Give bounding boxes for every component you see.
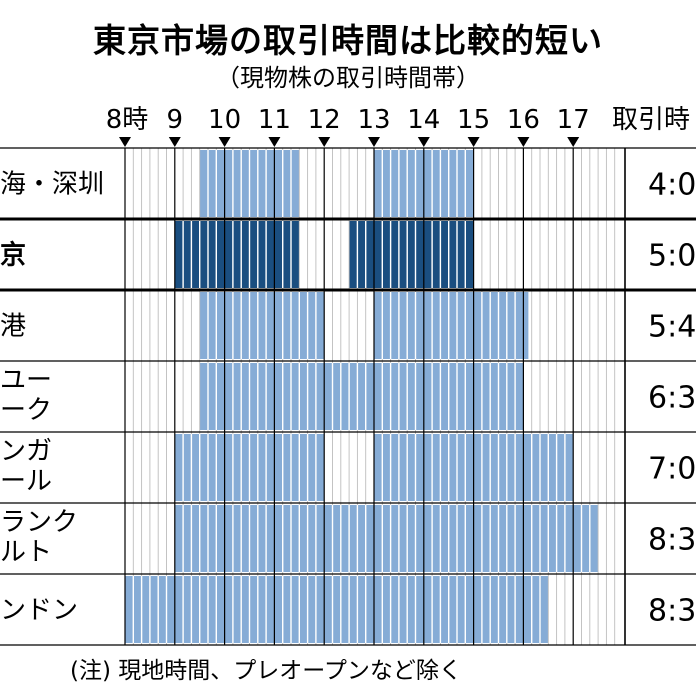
session-bar-6-0	[125, 576, 549, 643]
x-tick-label: 8時	[106, 105, 149, 135]
duration-value: 8:3	[648, 594, 696, 629]
duration-value: 7:0	[648, 452, 696, 487]
chart-title: 東京市場の取引時間は比較的短い	[93, 21, 603, 60]
duration-header: 取引時	[612, 105, 690, 135]
session-bar-1-0	[174, 221, 300, 288]
session-bar-2-0	[199, 292, 325, 359]
market-label: 海・深圳	[0, 170, 104, 200]
x-tick-label: 13	[357, 105, 390, 135]
duration-value: 4:0	[648, 168, 696, 203]
chart-subtitle: （現物株の取引時間帯）	[216, 64, 480, 92]
tick-marker-icon	[567, 137, 580, 147]
duration-value: 8:3	[648, 523, 696, 558]
market-label: ユー	[0, 366, 52, 396]
market-label: 港	[0, 312, 26, 342]
tick-marker-icon	[119, 137, 131, 147]
market-label: ンドン	[0, 596, 78, 626]
tick-marker-icon	[517, 137, 530, 147]
x-tick-label: 15	[457, 105, 490, 135]
x-tick-label: 17	[557, 105, 590, 135]
x-tick-label: 10	[208, 105, 241, 135]
duration-value: 6:3	[648, 381, 696, 416]
session-bar-5-0	[174, 505, 599, 572]
session-bar-3-0	[199, 363, 524, 430]
market-label: ーク	[0, 396, 52, 426]
tick-marker-icon	[218, 137, 231, 147]
bars-layer	[125, 150, 599, 643]
x-tick-label: 16	[507, 105, 540, 135]
tick-marker-icon	[318, 137, 331, 147]
duration-value: 5:0	[648, 239, 696, 274]
footnote: (注) 現地時間、プレオープンなど除く	[70, 658, 462, 684]
market-label: ール	[0, 467, 52, 497]
tick-marker-icon	[467, 137, 480, 147]
grid-layer	[0, 147, 696, 646]
market-label: ルト	[0, 538, 52, 568]
market-label: 京	[0, 240, 26, 271]
tick-marker-icon	[168, 137, 181, 147]
x-tick-label: 12	[308, 105, 341, 135]
tick-marker-icon	[417, 137, 430, 147]
market-label: ランク	[0, 508, 78, 538]
x-tick-label: 9	[167, 105, 184, 135]
x-tick-label: 11	[258, 105, 291, 135]
tick-marker-icon	[368, 137, 380, 147]
market-label: ンガ	[0, 437, 52, 467]
tick-marker-icon	[268, 137, 281, 147]
x-tick-label: 14	[407, 105, 440, 135]
session-bar-1-1	[349, 221, 474, 288]
duration-value: 5:4	[648, 310, 696, 345]
session-bar-2-1	[374, 292, 529, 359]
